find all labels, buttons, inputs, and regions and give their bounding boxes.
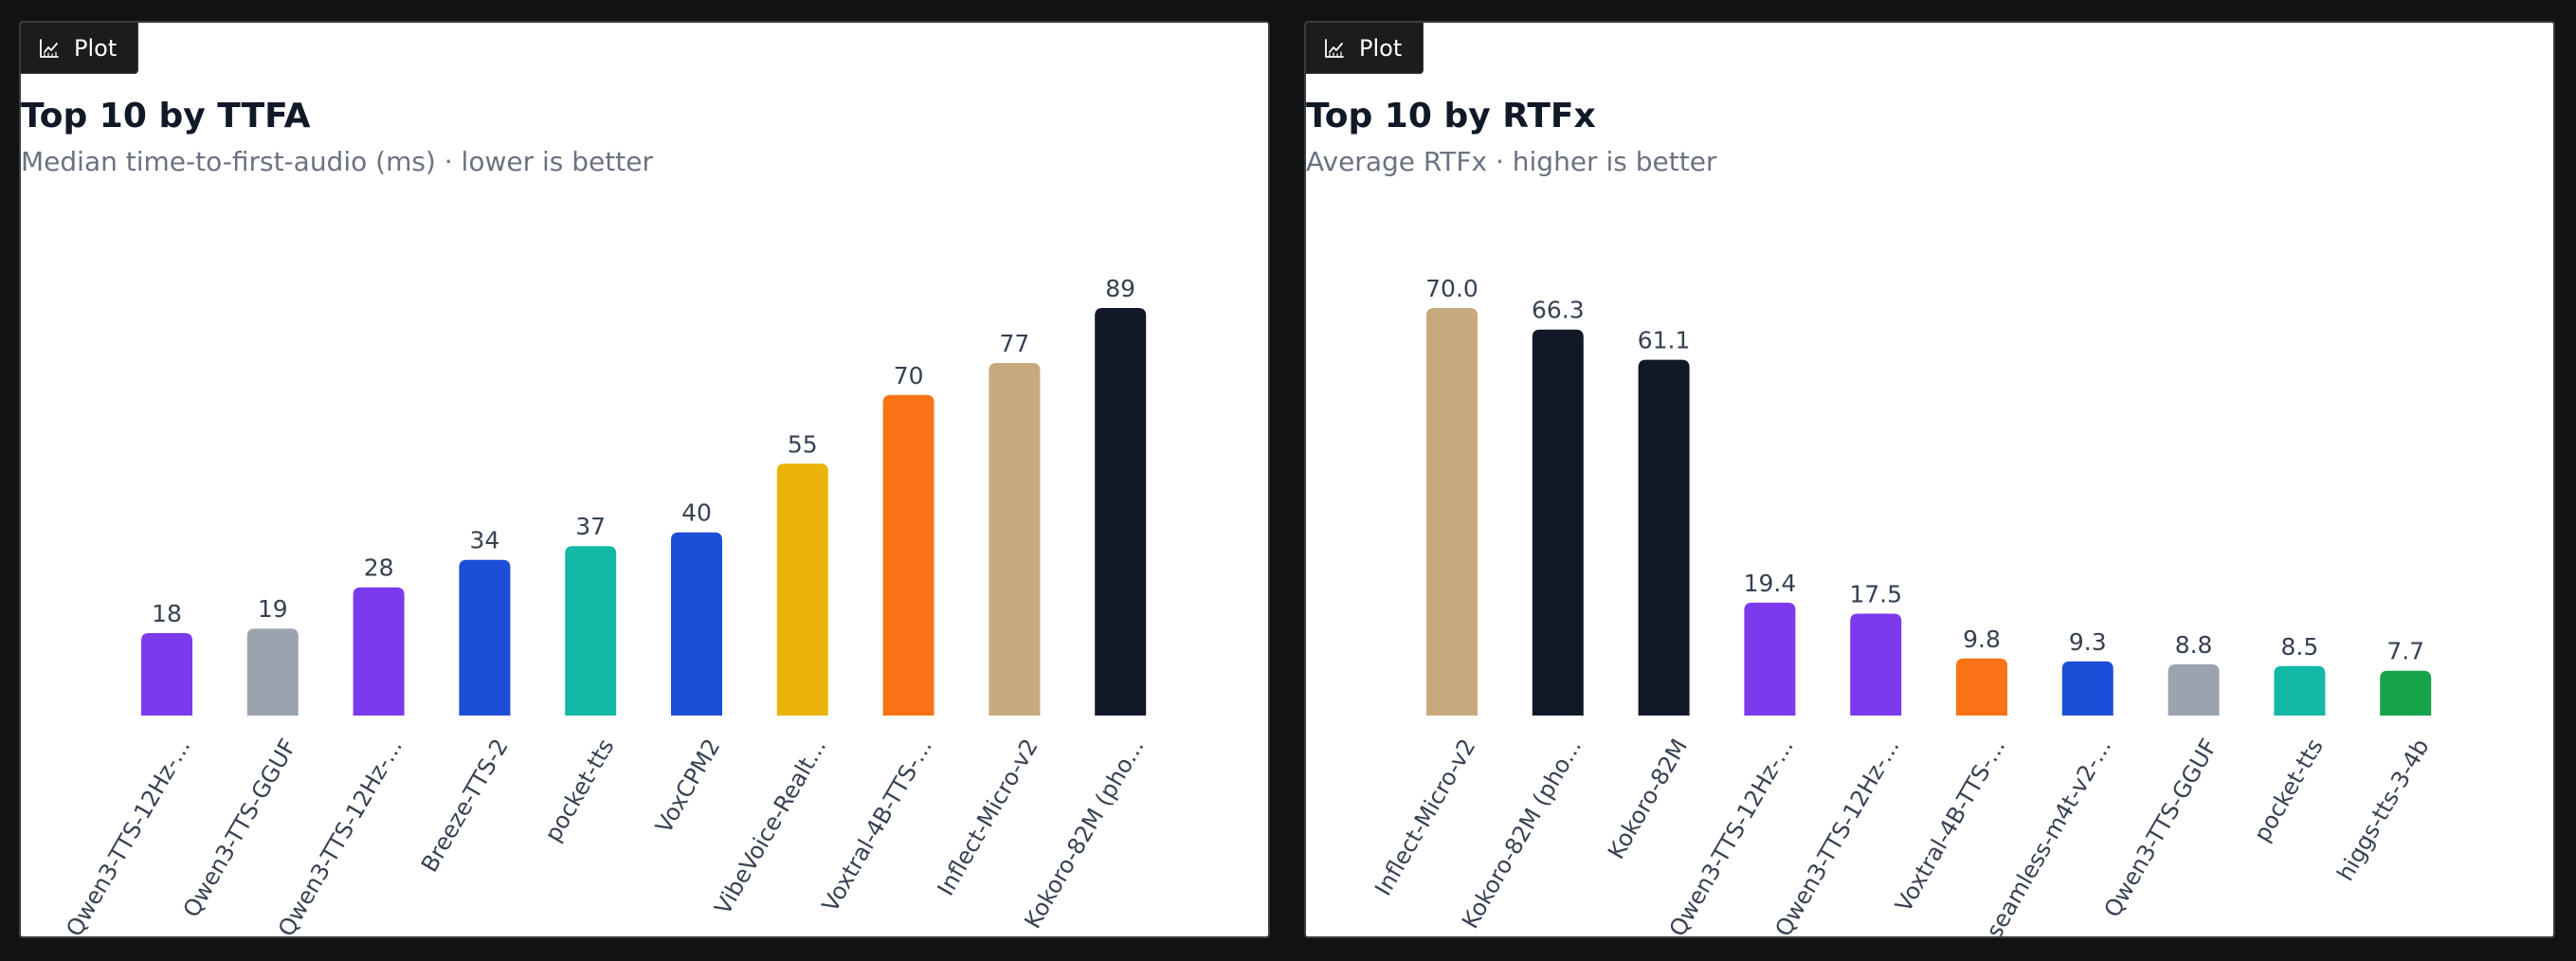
bar-10[interactable]	[2380, 670, 2432, 716]
x-tick-label: VibeVoice-Realt...	[709, 734, 831, 919]
bar-value-label: 8.8	[2175, 631, 2213, 659]
x-tick-label: pocket-tts	[2248, 734, 2328, 846]
x-tick-label: Voxtral-4B-TTS-...	[817, 734, 937, 916]
bar-2[interactable]	[1532, 329, 1584, 716]
x-tick-label: Kokoro-82M (pho...	[1019, 734, 1149, 934]
bar-value-label: 9.3	[2069, 628, 2107, 656]
bar-4[interactable]	[459, 559, 511, 716]
chart-title: Top 10 by RTFx	[1306, 97, 1596, 136]
bar-value-label: 66.3	[1532, 297, 1585, 324]
x-tick-label: Inflect-Micro-v2	[933, 734, 1043, 900]
x-tick-label: Qwen3-TTS-12Hz-...	[1664, 734, 1799, 936]
x-tick-label: seamless-m4t-v2-...	[1981, 734, 2116, 936]
bar-value-label: 7.7	[2386, 638, 2424, 665]
chart-subtitle: Average RTFx · higher is better	[1306, 146, 1717, 177]
bar-value-label: 8.5	[2281, 633, 2319, 661]
x-tick-label: Inflect-Micro-v2	[1370, 734, 1480, 900]
bar-value-label: 37	[575, 513, 606, 540]
chart-icon	[40, 38, 59, 58]
bar-7[interactable]	[2061, 661, 2113, 716]
bar-7[interactable]	[776, 463, 828, 716]
plot-button-label: Plot	[1359, 34, 1403, 62]
bar-2[interactable]	[246, 628, 299, 716]
ttfa-bar-chart: 18 Qwen3-TTS-12Hz-... 19 Qwen3-TTS-GGUF 28 Qw…	[61, 275, 1149, 936]
x-tick-label: VoxCPM2	[650, 734, 725, 838]
rtfx-bar-chart: 70.0 Inflect-Micro-v2 66.3 Kokoro-82M (pho.…	[1370, 275, 2434, 936]
x-tick-label: Voxtral-4B-TTS-...	[1890, 734, 2010, 916]
x-tick-label: Qwen3-TTS-12Hz-...	[1770, 734, 1905, 936]
x-tick-label: Qwen3-TTS-12Hz-...	[61, 734, 195, 936]
chart-subtitle: Median time-to-first-audio (ms) · lower …	[21, 146, 653, 177]
chart-icon	[1325, 38, 1344, 58]
bar-5[interactable]	[1850, 613, 1902, 716]
plot-button[interactable]: Plot	[21, 23, 138, 74]
bar-value-label: 9.8	[1963, 626, 2001, 653]
x-tick-label: Kokoro-82M	[1603, 734, 1693, 863]
x-tick-label: Qwen3-TTS-GGUF	[178, 734, 301, 922]
x-tick-label: Qwen3-TTS-12Hz-...	[273, 734, 408, 936]
x-tick-label: higgs-tts-3-4b	[2331, 734, 2434, 885]
bar-value-label: 34	[469, 527, 499, 554]
bar-6[interactable]	[671, 532, 722, 716]
bar-value-label: 17.5	[1849, 581, 1902, 608]
bar-5[interactable]	[565, 546, 617, 716]
bar-value-label: 61.1	[1638, 327, 1691, 354]
bar-value-label: 70.0	[1425, 275, 1478, 302]
x-tick-label: Kokoro-82M (pho...	[1457, 734, 1587, 934]
bar-value-label: 19	[258, 595, 288, 623]
bar-9[interactable]	[2274, 665, 2326, 716]
ttfa-chart-panel: Plot Top 10 by TTFA Median time-to-first…	[19, 21, 1270, 938]
bar-3[interactable]	[353, 587, 405, 716]
bar-value-label: 28	[364, 554, 394, 582]
bar-8[interactable]	[882, 394, 934, 716]
bar-10[interactable]	[1095, 308, 1147, 716]
bar-1[interactable]	[141, 633, 192, 716]
bar-9[interactable]	[989, 362, 1041, 716]
bar-value-label: 89	[1105, 275, 1135, 302]
rtfx-chart-panel: Plot Top 10 by RTFx Average RTFx · highe…	[1304, 21, 2555, 938]
plot-button[interactable]: Plot	[1306, 23, 1424, 74]
x-tick-label: Breeze-TTS-2	[416, 734, 514, 877]
bar-4[interactable]	[1744, 602, 1796, 716]
bar-value-label: 55	[788, 430, 818, 458]
bar-value-label: 40	[681, 499, 712, 527]
x-tick-label: Qwen3-TTS-GGUF	[2099, 734, 2222, 922]
bar-value-label: 19.4	[1744, 570, 1797, 597]
bar-6[interactable]	[1956, 658, 2007, 716]
bar-value-label: 77	[999, 330, 1029, 357]
x-tick-label: pocket-tts	[539, 734, 619, 846]
bar-3[interactable]	[1638, 359, 1690, 716]
bar-8[interactable]	[2168, 663, 2220, 716]
chart-title: Top 10 by TTFA	[21, 97, 311, 136]
bar-1[interactable]	[1426, 308, 1478, 716]
bar-value-label: 18	[152, 600, 182, 627]
bar-value-label: 70	[894, 362, 924, 390]
plot-button-label: Plot	[74, 34, 118, 62]
